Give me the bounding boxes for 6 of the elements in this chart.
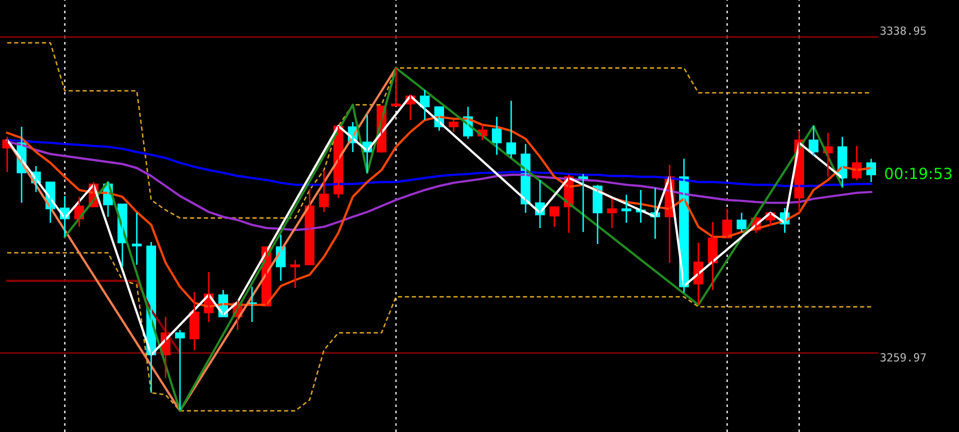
candlestick bbox=[319, 169, 329, 213]
candlestick bbox=[175, 329, 185, 411]
candlestick bbox=[391, 67, 401, 107]
text: 00:19:53 bbox=[885, 168, 952, 180]
ref-line-label: 3259.97 bbox=[880, 353, 926, 362]
ref-line-label: 3338.95 bbox=[880, 26, 926, 35]
